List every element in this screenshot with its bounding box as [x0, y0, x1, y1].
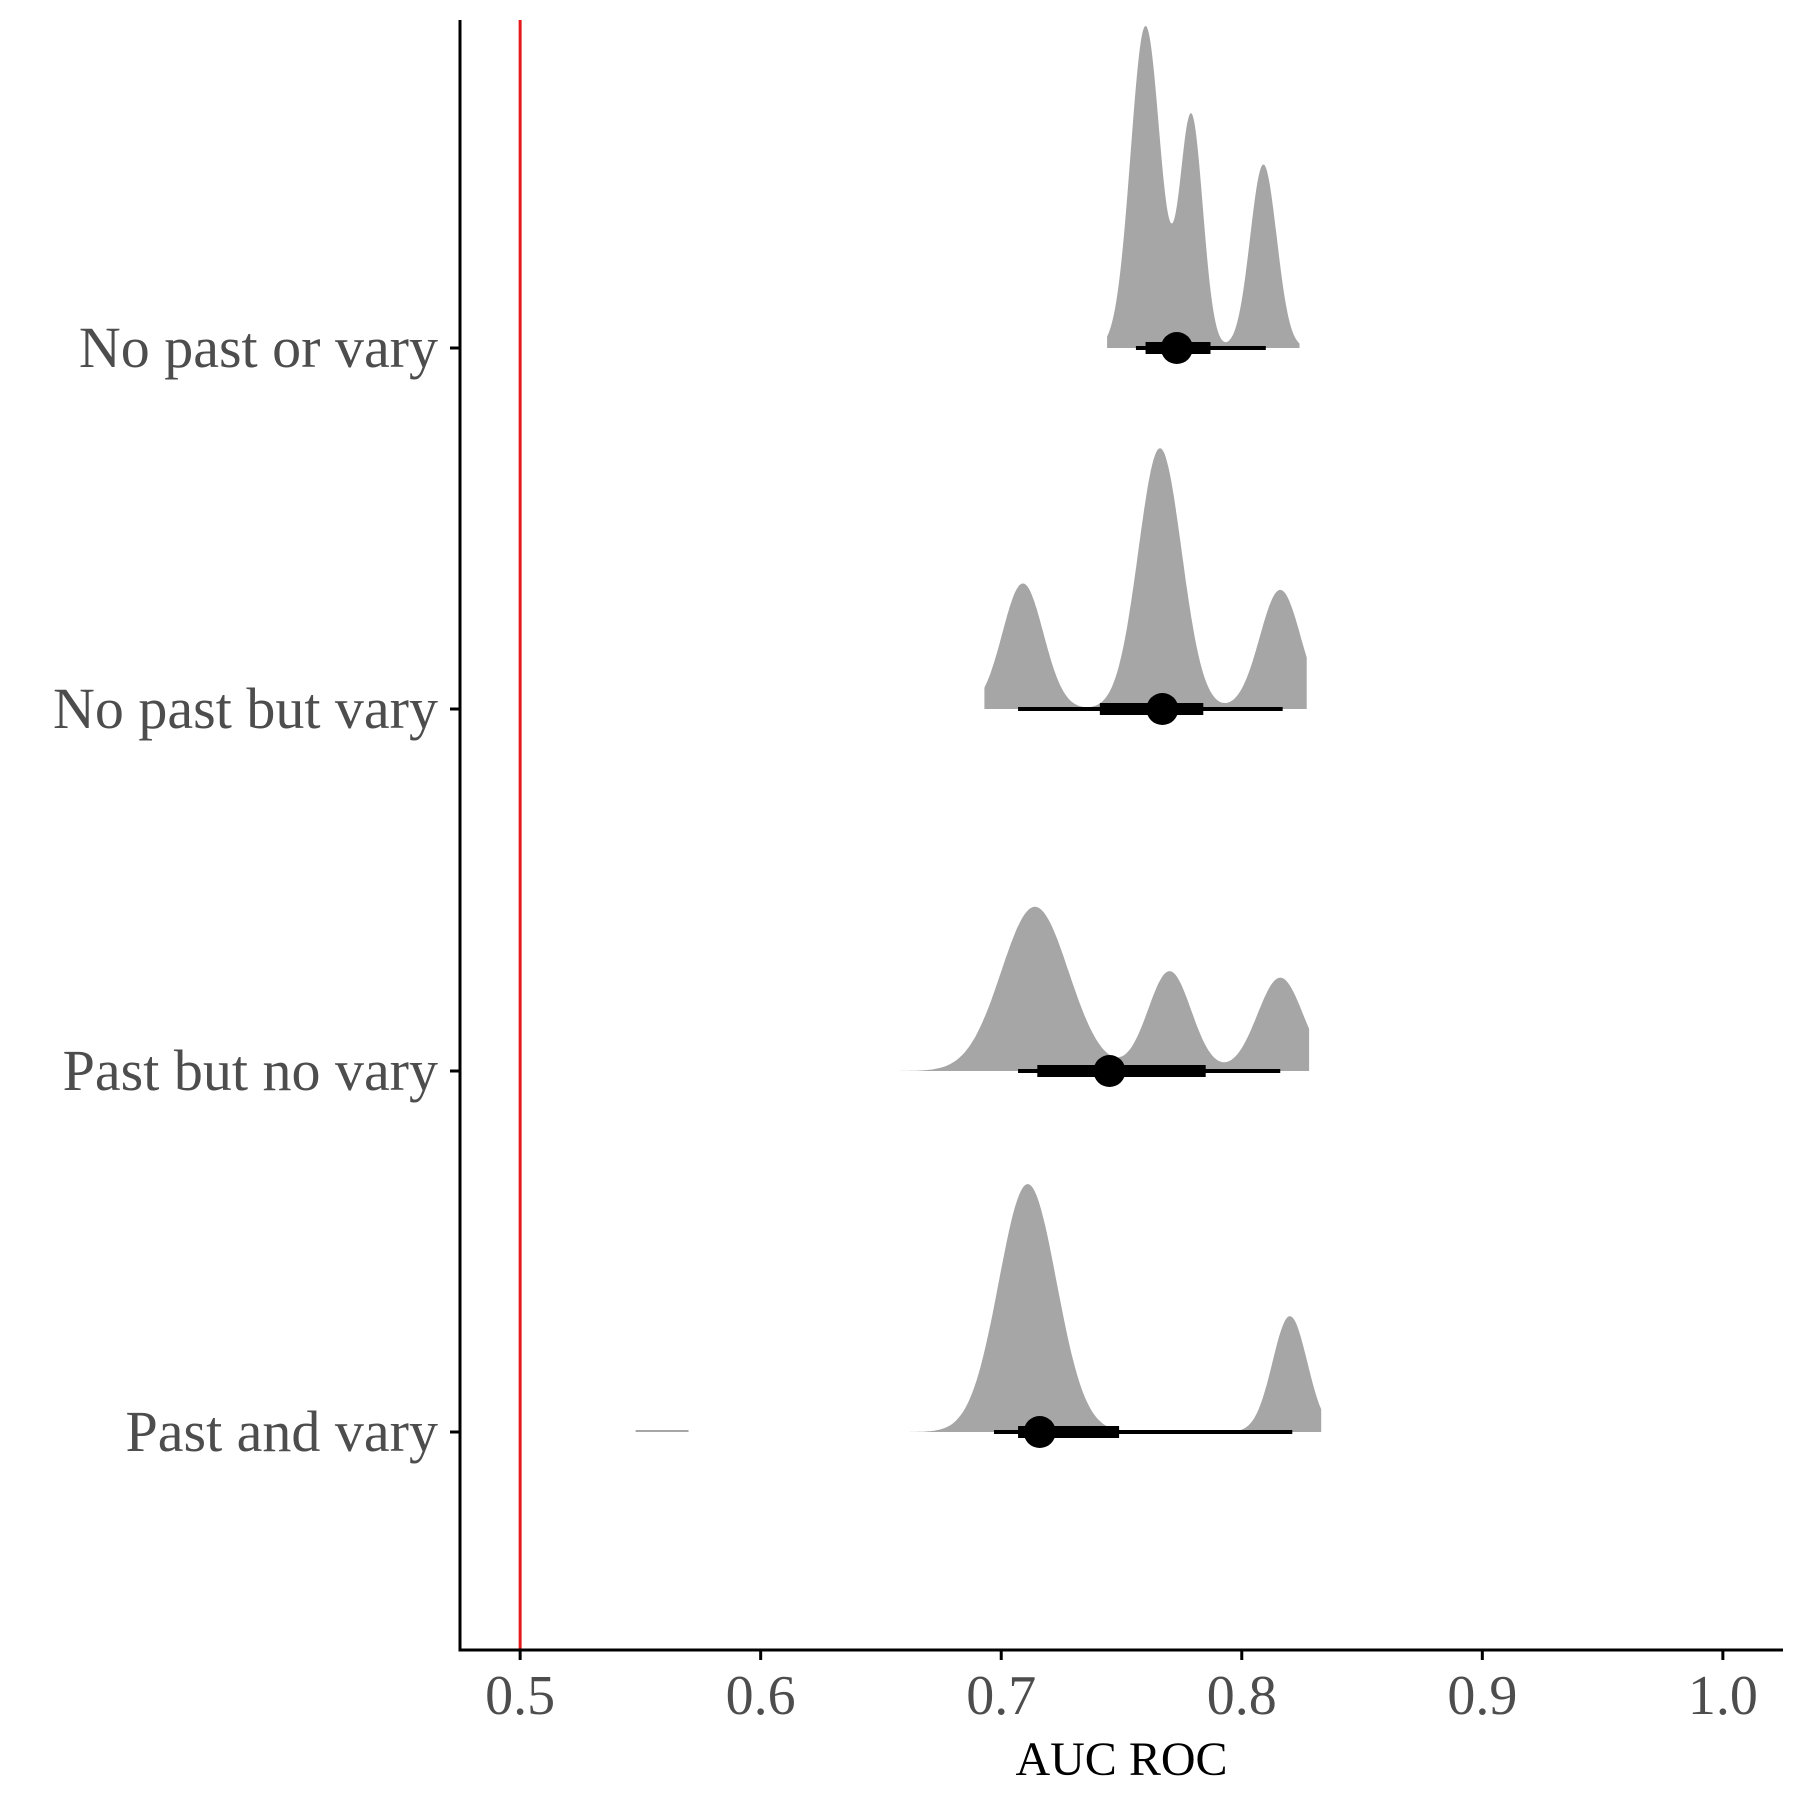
x-tick-label-0-7: 0.7: [966, 1665, 1036, 1727]
density-past-but-no-vary: [844, 906, 1310, 1071]
x-axis-ticks: 0.5 0.6 0.7 0.8 0.9 1.0: [485, 1650, 1758, 1727]
y-tick-label-past-and-vary: Past and vary: [126, 1399, 439, 1464]
point-estimate-no-past-but-vary: [1146, 693, 1179, 725]
point-estimate-past-and-vary: [1023, 1416, 1056, 1448]
density-no-past-but-vary: [984, 448, 1307, 709]
point-estimate-no-past-or-vary: [1160, 332, 1193, 364]
interval-layer: [994, 332, 1293, 1448]
x-axis-title: AUC ROC: [1015, 1733, 1227, 1786]
y-tick-label-past-but-no-vary: Past but no vary: [63, 1038, 438, 1103]
x-tick-label-0-5: 0.5: [485, 1665, 555, 1727]
point-estimate-past-but-no-vary: [1093, 1055, 1126, 1087]
density-layer: [635, 26, 1322, 1432]
x-tick-label-0-8: 0.8: [1207, 1665, 1277, 1727]
density-no-past-or-vary: [1107, 26, 1300, 348]
x-tick-label-1-0: 1.0: [1688, 1665, 1758, 1727]
x-tick-label-0-6: 0.6: [726, 1665, 796, 1727]
y-axis-ticks: No past or vary No past but vary Past but …: [53, 315, 460, 1464]
y-tick-label-no-past-but-vary: No past but vary: [53, 676, 438, 741]
y-tick-label-no-past-or-vary: No past or vary: [79, 315, 438, 380]
x-tick-label-0-9: 0.9: [1447, 1665, 1517, 1727]
density-past-and-vary: [837, 1184, 1322, 1432]
